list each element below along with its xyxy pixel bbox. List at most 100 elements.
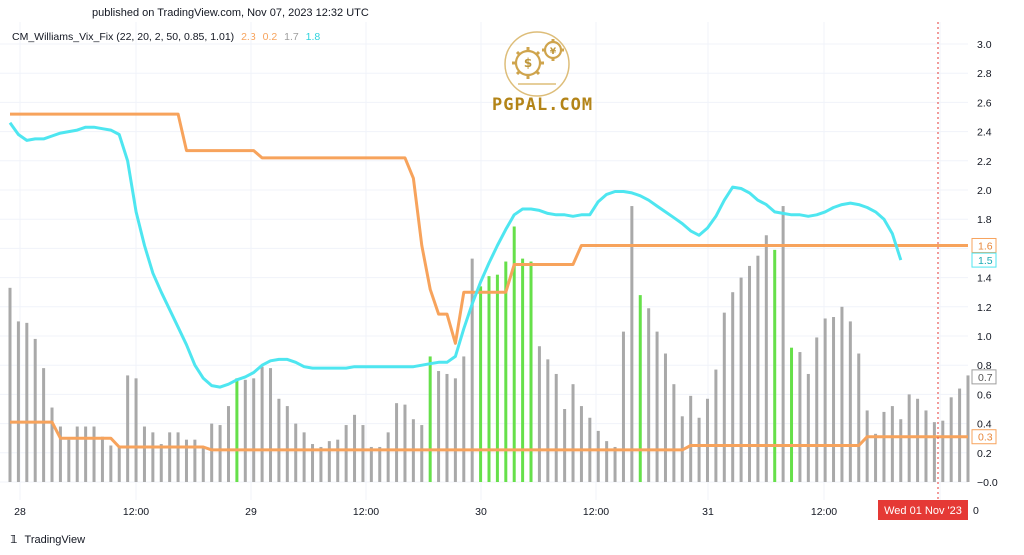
histogram-bar xyxy=(193,439,197,482)
histogram-bar xyxy=(840,306,844,482)
histogram-bar xyxy=(378,446,382,482)
histogram-bar xyxy=(663,353,667,482)
histogram-bar xyxy=(596,430,600,482)
histogram-bar xyxy=(705,398,709,482)
x-tick-label: 29 xyxy=(245,506,257,518)
price-label-text: 0.7 xyxy=(978,372,993,384)
histogram-bar-high xyxy=(521,258,525,482)
histogram-bar xyxy=(798,352,802,482)
histogram-bar xyxy=(16,321,20,482)
histogram-bar xyxy=(134,378,138,482)
legend-value-3: 1.7 xyxy=(284,31,299,43)
x-tick-label: 12:00 xyxy=(353,506,379,518)
histogram-bar xyxy=(546,359,550,482)
legend-value-2: 0.2 xyxy=(262,31,278,43)
x-tick-label: 12:00 xyxy=(123,506,149,518)
histogram-bar xyxy=(697,417,701,482)
price-label-box xyxy=(971,369,997,385)
histogram-bar xyxy=(714,369,718,482)
histogram-bar-high xyxy=(235,378,239,482)
y-tick-label: 0.8 xyxy=(977,360,992,372)
histogram-bar xyxy=(142,426,146,482)
histogram-bar-high xyxy=(479,286,483,482)
histogram-bar xyxy=(75,426,79,482)
histogram-bar xyxy=(311,444,315,482)
y-tick-label: 2.2 xyxy=(977,156,992,168)
histogram-bar xyxy=(756,255,760,482)
crosshair-date-label: Wed 01 Nov '23 xyxy=(884,505,962,517)
tradingview-footer[interactable]: 𝟙 TradingView xyxy=(10,533,85,546)
histogram-bar xyxy=(420,425,424,482)
y-tick-label: 2.6 xyxy=(977,97,992,109)
histogram-bar-high xyxy=(529,261,533,482)
histogram-bar xyxy=(537,346,541,482)
vix-fix-histogram xyxy=(8,206,970,482)
histogram-bar xyxy=(453,378,457,482)
histogram-bar xyxy=(579,406,583,482)
histogram-bar xyxy=(33,338,37,482)
histogram-bar xyxy=(899,419,903,482)
chart-grid xyxy=(0,22,968,500)
x-tick-label: 12:00 xyxy=(811,506,837,518)
histogram-bar xyxy=(722,312,726,482)
histogram-bar-high xyxy=(428,356,432,482)
y-tick-label: 1.4 xyxy=(977,273,992,285)
svg-text:$: $ xyxy=(524,56,532,70)
histogram-bar xyxy=(823,318,827,482)
histogram-bar xyxy=(403,404,407,482)
histogram-bar xyxy=(739,277,743,482)
legend-value-4: 1.8 xyxy=(305,31,321,43)
indicator-title: CM_Williams_Vix_Fix (22, 20, 2, 50, 0.85… xyxy=(12,31,235,43)
histogram-bar xyxy=(781,206,785,482)
histogram-bar xyxy=(336,439,340,482)
histogram-bar xyxy=(949,397,953,482)
histogram-bar xyxy=(302,432,306,482)
histogram-bar-high xyxy=(512,226,516,482)
histogram-bar xyxy=(647,308,651,482)
y-tick-label: 2.0 xyxy=(977,185,992,197)
crosshair-date-badge xyxy=(878,500,968,520)
histogram-bar xyxy=(327,441,331,482)
histogram-bar-high xyxy=(638,295,642,482)
histogram-bar xyxy=(319,446,323,482)
histogram-bar xyxy=(395,403,399,482)
histogram-bar xyxy=(689,395,693,482)
x-axis-labels: 28 12:00 29 12:00 30 12:00 31 12:00 xyxy=(14,506,837,518)
y-tick-label: −0.0 xyxy=(977,477,998,489)
histogram-bar xyxy=(605,441,609,482)
lower-band-line xyxy=(10,420,968,452)
histogram-bar xyxy=(269,368,273,482)
histogram-bar xyxy=(252,378,256,482)
histogram-bar xyxy=(184,439,188,482)
histogram-bar xyxy=(277,398,281,482)
x-tick-label: 12:00 xyxy=(583,506,609,518)
histogram-bar-high xyxy=(495,274,499,482)
y-tick-label: 0.6 xyxy=(977,389,992,401)
y-tick-label: 1.2 xyxy=(977,302,992,314)
histogram-bar xyxy=(882,411,886,482)
histogram-bar xyxy=(84,426,88,482)
price-label-text: 1.5 xyxy=(978,255,993,267)
upper-band-line xyxy=(10,112,968,345)
histogram-bar xyxy=(344,425,348,482)
range-high-line xyxy=(8,121,903,389)
indicator-legend[interactable]: CM_Williams_Vix_Fix (22, 20, 2, 50, 0.85… xyxy=(12,31,324,43)
histogram-bar xyxy=(832,317,836,482)
histogram-bar xyxy=(857,353,861,482)
histogram-bar xyxy=(369,446,373,482)
histogram-bar-high xyxy=(504,261,508,482)
svg-text:¥: ¥ xyxy=(550,47,557,57)
y-tick-label: 0.4 xyxy=(977,419,992,431)
histogram-bar xyxy=(386,432,390,482)
y-tick-label: 0.2 xyxy=(977,448,992,460)
histogram-bar xyxy=(100,436,104,482)
y-tick-label: 3.0 xyxy=(977,39,992,51)
histogram-bar xyxy=(168,432,172,482)
histogram-bar xyxy=(117,446,121,482)
histogram-bar xyxy=(226,406,230,482)
histogram-bar xyxy=(218,425,222,482)
tradingview-brand: TradingView xyxy=(24,534,86,546)
x-tick-label: 31 xyxy=(702,506,714,518)
x-tick-label: 28 xyxy=(14,506,26,518)
